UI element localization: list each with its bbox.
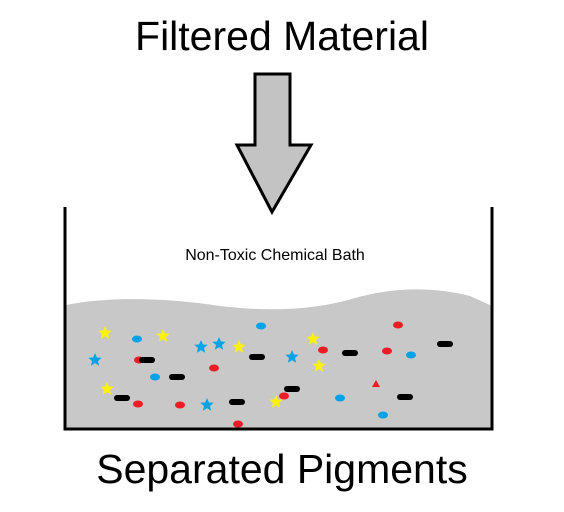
pigment-particle-black: [437, 341, 453, 347]
pigment-particle-red: [209, 364, 219, 372]
pigment-particles: [88, 321, 453, 428]
pigment-particle-blue: [132, 335, 142, 343]
pigment-particle-black: [229, 399, 245, 405]
bath-container: [63, 207, 494, 431]
pigment-particle-blue: [335, 394, 345, 402]
pigment-particle-yellow: [312, 359, 326, 372]
pigment-particle-yellow: [98, 326, 112, 339]
pigment-particle-black: [139, 357, 155, 363]
pigment-particle-red: [233, 420, 243, 428]
pigment-particle-yellow: [269, 395, 283, 408]
chemical-bath-liquid: [66, 289, 492, 428]
bath-label: Non-Toxic Chemical Bath: [185, 247, 365, 264]
pigment-particle-blue: [200, 398, 214, 411]
pigment-particle-black: [114, 395, 130, 401]
pigment-particle-red: [279, 392, 289, 400]
pigment-particle-blue: [150, 373, 160, 381]
pigment-particle-blue: [378, 411, 388, 419]
pigment-particle-yellow: [306, 332, 320, 345]
pigment-particle-blue: [212, 337, 226, 350]
pigment-particle-red: [175, 401, 185, 409]
pigment-particle-red: [393, 321, 403, 329]
pigment-particle-yellow: [100, 382, 114, 395]
pigment-particle-black: [249, 354, 265, 360]
pigment-particle-blue: [285, 350, 299, 363]
pigment-particle-black: [342, 350, 358, 356]
output-label: Separated Pigments: [96, 446, 468, 492]
pigment-particle-black: [284, 386, 300, 392]
pigment-particle-red: [372, 380, 380, 387]
pigment-particle-blue: [256, 322, 266, 330]
pigment-particle-black: [397, 394, 413, 400]
down-arrow-icon: [234, 72, 314, 216]
pigment-particle-black: [169, 374, 185, 380]
pigment-particle-yellow: [232, 340, 246, 353]
pigment-particle-blue: [406, 351, 416, 359]
input-label: Filtered Material: [135, 13, 429, 59]
pigment-particle-red: [382, 347, 392, 355]
pigment-particle-blue: [194, 340, 208, 353]
pigment-particle-yellow: [156, 329, 170, 342]
pigment-particle-blue: [88, 353, 102, 366]
pigment-particle-red: [133, 400, 143, 408]
pigment-particle-red: [318, 346, 328, 354]
